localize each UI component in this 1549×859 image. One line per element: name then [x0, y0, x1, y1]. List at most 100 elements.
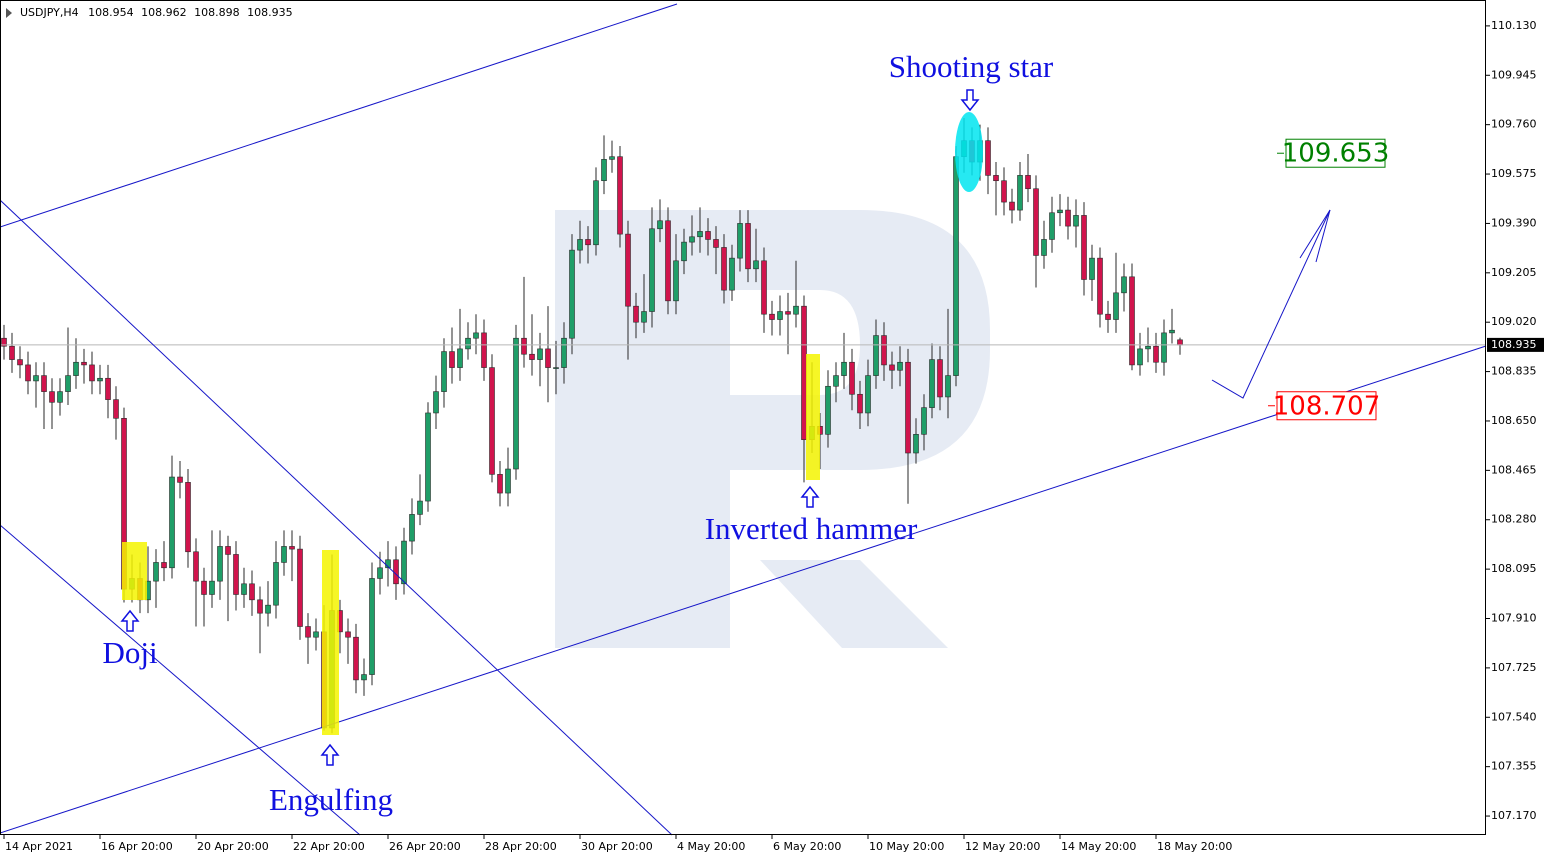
candle-body: [553, 367, 559, 369]
candle-body: [913, 434, 919, 454]
candle-body: [1105, 313, 1111, 320]
level-label: 109.653: [1282, 139, 1390, 169]
candle-body: [201, 580, 207, 595]
arrows: [120, 89, 980, 766]
candle-body: [937, 359, 943, 398]
x-tick-label: 14 May 20:00: [1061, 840, 1136, 853]
candle-body: [1049, 212, 1055, 240]
candle-body: [481, 332, 487, 368]
candle-body: [49, 391, 55, 403]
x-tick-label: 26 Apr 20:00: [389, 840, 461, 853]
y-tick-label: 109.945: [1491, 68, 1537, 81]
candle-body: [1113, 292, 1119, 320]
candle-body: [873, 335, 879, 376]
candle-body: [241, 583, 247, 595]
candle-body: [409, 514, 415, 542]
up-arrow: [800, 485, 820, 508]
candle-body: [945, 375, 951, 398]
candle-body: [857, 393, 863, 414]
candle-body: [1001, 180, 1007, 203]
x-tick-label: 10 May 20:00: [869, 840, 944, 853]
y-tick-label: 107.355: [1491, 760, 1537, 773]
up-arrow: [120, 609, 140, 632]
x-tick-label: 20 Apr 20:00: [197, 840, 269, 853]
candle-body: [465, 337, 471, 350]
trend-lines: [0, 3, 1487, 836]
y-tick-label: 109.390: [1491, 216, 1537, 229]
candle-body: [377, 567, 383, 579]
y-tick-label: 107.910: [1491, 612, 1537, 625]
close-value: 108.935: [247, 6, 293, 19]
y-tick-label: 108.835: [1491, 365, 1537, 378]
candle-body: [993, 175, 999, 182]
candle-body: [777, 311, 783, 320]
candle-body: [737, 223, 743, 259]
candle-body: [497, 474, 503, 494]
candle-body: [1097, 257, 1103, 315]
candle-body: [393, 559, 399, 585]
candle-body: [569, 249, 575, 339]
candle-body: [1145, 345, 1151, 350]
engulfing-highlight: [322, 550, 339, 735]
candle-body: [113, 399, 119, 419]
candle-body: [681, 241, 687, 262]
candle-body: [1161, 332, 1167, 363]
candle-body: [1009, 201, 1015, 211]
level-box: [1276, 391, 1377, 421]
candle-body: [849, 361, 855, 395]
candle-body: [1129, 276, 1135, 366]
down-arrow: [960, 89, 980, 112]
candle-body: [1025, 175, 1031, 190]
annotation: Engulfing: [269, 782, 393, 817]
candle-body: [193, 551, 199, 582]
candle-body: [209, 580, 215, 595]
candle-body: [361, 674, 367, 681]
x-tick-label: 4 May 20:00: [677, 840, 745, 853]
candle-body: [97, 377, 103, 382]
price-box: [1487, 337, 1544, 352]
candle-body: [153, 562, 159, 582]
candle-body: [1137, 348, 1143, 366]
candle-body: [1153, 345, 1159, 363]
doji-highlight: [122, 542, 147, 600]
candle-body: [505, 468, 511, 494]
candle-body: [713, 239, 719, 248]
candle-body: [545, 348, 551, 368]
candle-body: [185, 482, 191, 553]
candle-body: [1, 337, 7, 347]
y-tick-label: 108.280: [1491, 513, 1537, 526]
candle-body: [825, 385, 831, 435]
open-value: 108.954: [88, 6, 134, 19]
candle-body: [9, 345, 15, 360]
candle-body: [1081, 215, 1087, 280]
plot-frame: [0, 0, 1486, 835]
high-value: 108.962: [141, 6, 187, 19]
annotation: Shooting star: [889, 49, 1054, 84]
candle-body: [425, 412, 431, 502]
x-tick-label: 30 Apr 20:00: [581, 840, 653, 853]
candle-body: [921, 407, 927, 435]
annotation: Doji: [102, 635, 158, 670]
candle-body: [17, 359, 23, 366]
candle-body: [705, 231, 711, 240]
candle-body: [161, 562, 167, 569]
candle-body: [897, 361, 903, 371]
candle-body: [105, 377, 111, 400]
candle-body: [233, 554, 239, 595]
candle-body: [537, 348, 543, 360]
candle-body: [489, 367, 495, 475]
candle-body: [265, 604, 271, 614]
candle-body: [649, 228, 655, 312]
low-value: 108.898: [194, 6, 240, 19]
candle-body: [1089, 257, 1095, 280]
candle-body: [217, 546, 223, 582]
candle-body: [25, 364, 31, 382]
up-arrow: [320, 743, 340, 766]
candle-body: [521, 337, 527, 355]
candle-body: [929, 359, 935, 408]
candle-body: [41, 375, 47, 392]
y-tick-label: 109.760: [1491, 118, 1537, 131]
candle-body: [281, 546, 287, 563]
x-tick-label: 6 May 20:00: [773, 840, 841, 853]
candle-body: [1177, 339, 1183, 346]
